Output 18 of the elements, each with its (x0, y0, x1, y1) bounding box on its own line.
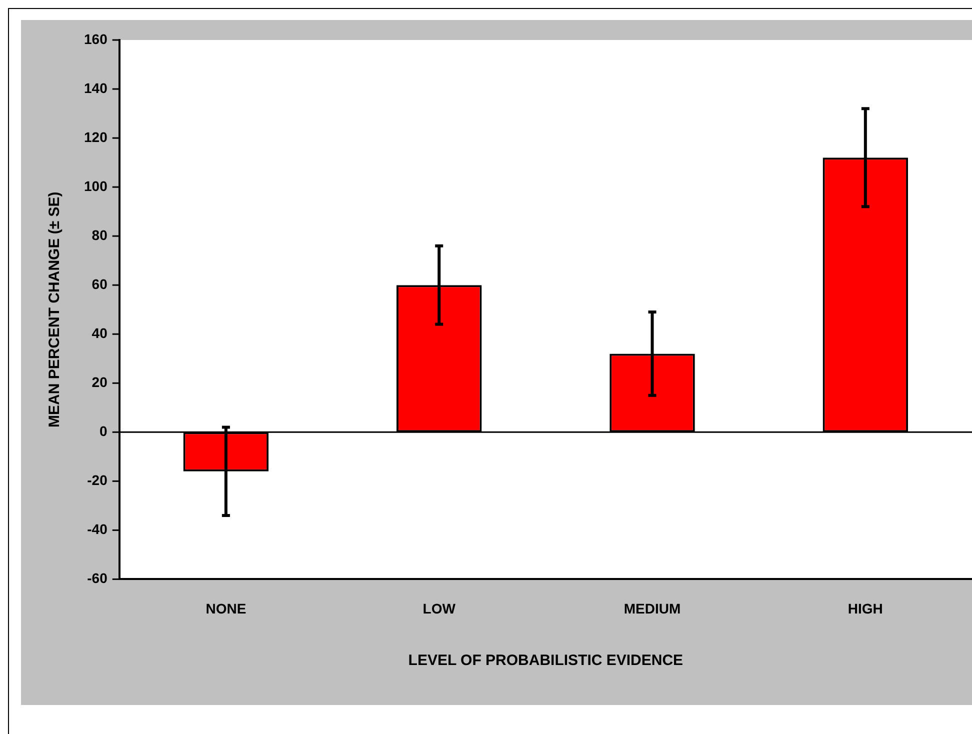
y-tick-label: 160 (84, 30, 108, 47)
y-tick-label: -40 (87, 521, 108, 538)
y-tick-label: 140 (84, 80, 108, 96)
y-tick-label: -60 (87, 570, 108, 586)
y-tick-label: 80 (92, 226, 108, 243)
y-tick-label: 40 (92, 324, 108, 341)
y-tick-label: 100 (84, 178, 108, 194)
y-tick-label: 20 (92, 374, 108, 390)
y-tick-label: -20 (87, 472, 108, 488)
x-tick-label: LOW (422, 600, 456, 616)
x-tick-label: HIGH (848, 600, 883, 616)
x-tick-label: NONE (206, 600, 246, 616)
x-axis-title: LEVEL OF PROBABILISTIC EVIDENCE (408, 652, 684, 670)
y-tick-label: 0 (100, 423, 108, 440)
y-tick-label: 60 (92, 276, 108, 292)
y-axis-title: MEAN PERCENT CHANGE (± SE) (46, 192, 64, 428)
x-tick-label: MEDIUM (624, 600, 681, 616)
y-tick-label: 120 (84, 128, 108, 145)
